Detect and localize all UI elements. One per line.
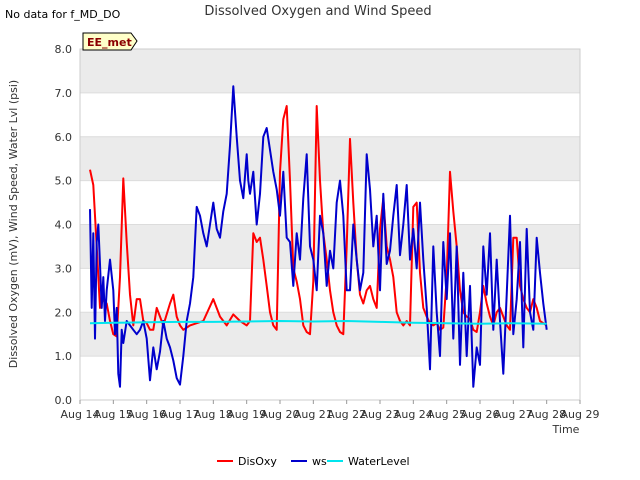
background-bands: [80, 49, 580, 357]
badge-label: EE_met: [87, 36, 132, 49]
x-tick-label: Aug 15: [94, 408, 133, 421]
series-line-waterlevel: [89, 320, 547, 325]
x-tick-label: Aug 21: [294, 408, 333, 421]
x-tick-label: Aug 23: [361, 408, 400, 421]
x-tick-label: Aug 24: [394, 408, 433, 421]
band: [80, 49, 580, 93]
y-tick-label: 5.0: [55, 175, 73, 188]
x-tick-label: Aug 22: [327, 408, 366, 421]
legend: DisOxy ws WaterLevel: [217, 455, 410, 468]
x-tick-label: Aug 25: [427, 408, 466, 421]
y-axis-ticks: 0.0 1.0 2.0 3.0 4.0 5.0 6.0 7.0 8.0: [55, 43, 73, 407]
x-tick-label: Aug 19: [227, 408, 266, 421]
plot-frame: [79, 48, 581, 401]
chart-title: Dissolved Oxygen and Wind Speed: [204, 4, 431, 19]
y-tick-label: 6.0: [55, 131, 73, 144]
x-axis-title: Time: [552, 423, 580, 436]
y-tick-label: 3.0: [55, 262, 73, 275]
x-tick-label: Aug 29: [561, 408, 600, 421]
x-tick-label: Aug 18: [194, 408, 233, 421]
badge-shape: [82, 32, 138, 51]
y-tick-label: 4.0: [55, 219, 73, 232]
y-tick-label: 7.0: [55, 87, 73, 100]
y-tick-label: 1.0: [55, 350, 73, 363]
y-tick-label: 2.0: [55, 306, 73, 319]
no-data-note: No data for f_MD_DO: [5, 8, 121, 21]
legend-label: ws: [312, 455, 327, 468]
legend-label: DisOxy: [238, 455, 277, 468]
series-line-ws: [89, 85, 548, 388]
band: [80, 312, 580, 357]
x-tick-label: Aug 26: [461, 408, 500, 421]
x-tick-label: Aug 20: [261, 408, 300, 421]
y-axis-title: Dissolved Oxygen (mV), Wind Speed, Water…: [7, 80, 20, 368]
y-tick-label: 0.0: [55, 394, 73, 407]
y-tick-label: 8.0: [55, 43, 73, 56]
x-tick-label: Aug 28: [527, 408, 566, 421]
legend-label: WaterLevel: [348, 455, 410, 468]
x-tick-label: Aug 17: [161, 408, 200, 421]
x-tick-label: Aug 14: [61, 408, 100, 421]
band: [80, 136, 580, 181]
x-tick-label: Aug 16: [127, 408, 166, 421]
x-tick-label: Aug 27: [494, 408, 533, 421]
band: [80, 224, 580, 269]
series-lines: [89, 85, 548, 388]
station-badge: EE_met: [82, 32, 138, 51]
